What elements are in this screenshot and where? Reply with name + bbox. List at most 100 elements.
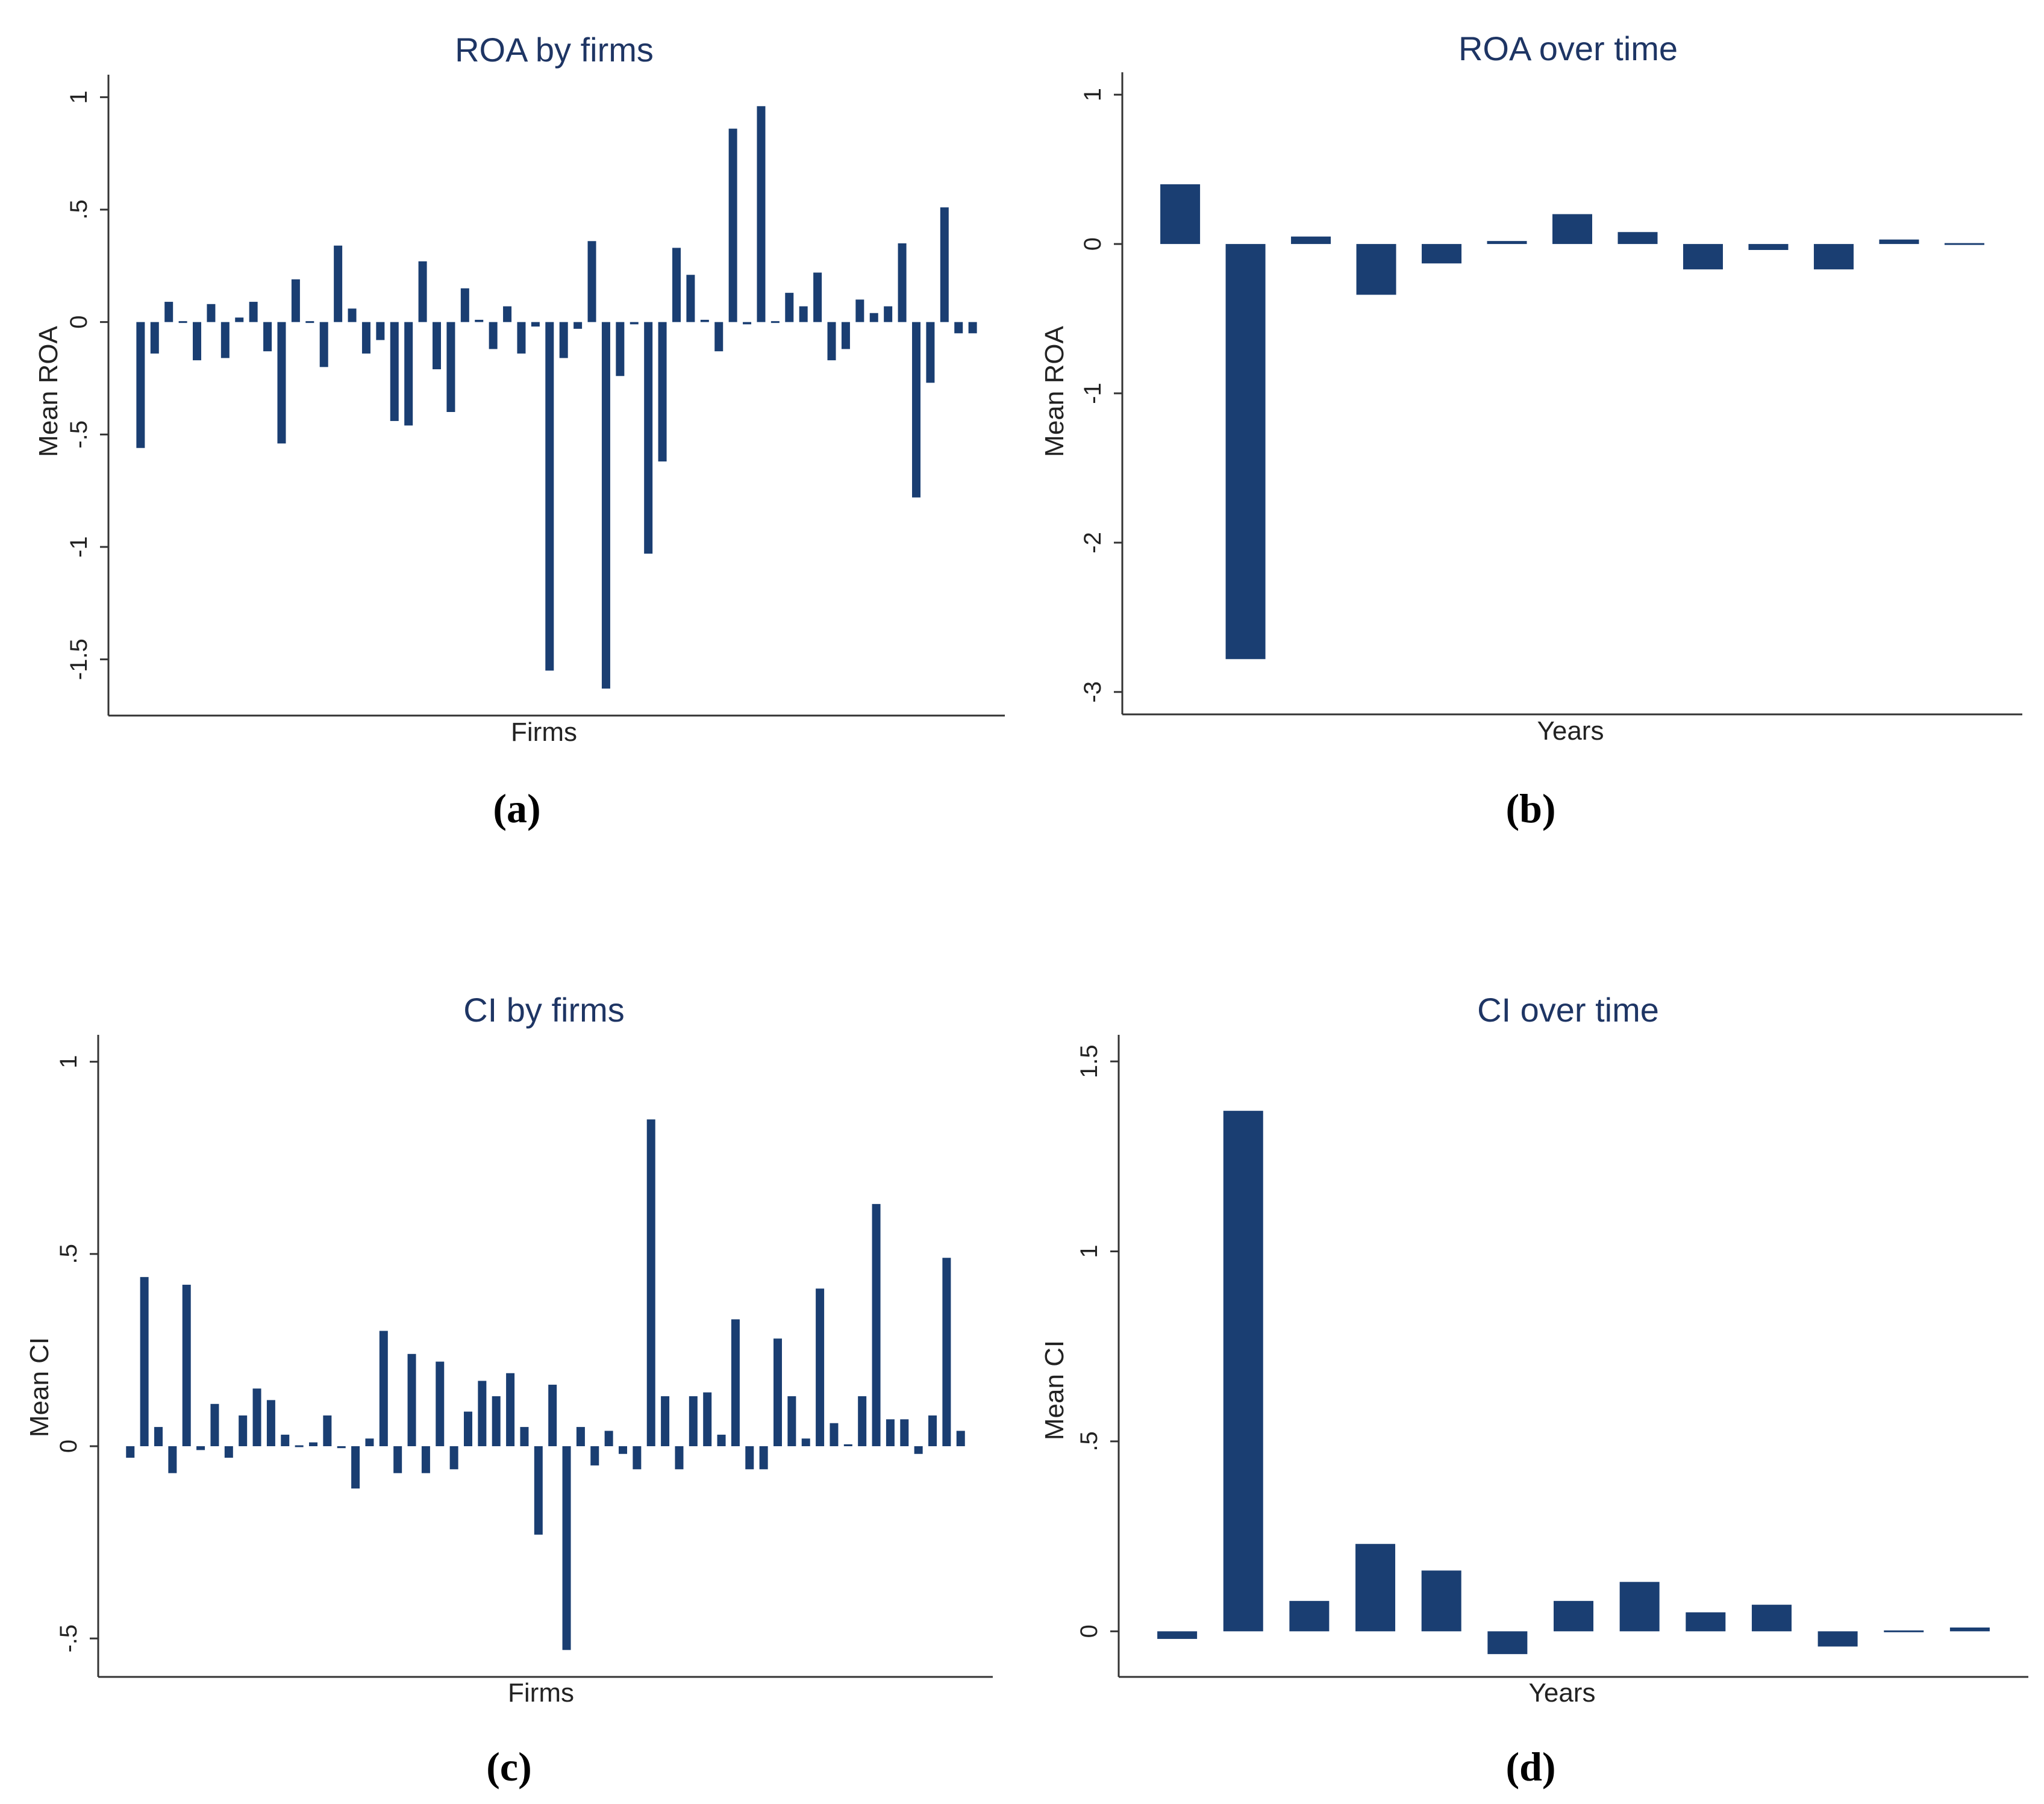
bar: [150, 322, 159, 354]
panel-a: ROA by firms Mean ROA Firms (a) 1 .5 0 -.5 -…: [0, 0, 1022, 902]
y-axis-label: Mean CI: [25, 1337, 54, 1437]
y-axis-label: Mean ROA: [1040, 326, 1069, 457]
bar: [898, 243, 907, 322]
y-axis-label: Mean CI: [1040, 1340, 1069, 1440]
bar: [841, 322, 850, 349]
bar: [193, 322, 202, 361]
bar: [1356, 244, 1396, 295]
bar: [531, 322, 540, 327]
bar: [646, 1119, 655, 1447]
bar: [503, 306, 512, 322]
x-axis-label: Years: [1529, 1678, 1596, 1708]
bar: [295, 1445, 304, 1447]
bar: [463, 1411, 472, 1447]
bar: [661, 1396, 670, 1447]
bar: [140, 1277, 149, 1447]
bar: [574, 322, 583, 329]
bar: [334, 245, 343, 322]
bar: [1291, 236, 1331, 245]
bar: [348, 308, 357, 322]
bar: [757, 106, 766, 322]
bar: [252, 1388, 261, 1447]
bar: [1879, 239, 1919, 245]
panel-label: (c): [486, 1744, 531, 1790]
y-tick-label: 0: [1080, 237, 1106, 251]
bar: [858, 1396, 867, 1447]
bar: [968, 322, 977, 334]
bar: [1813, 244, 1854, 270]
bar: [182, 1284, 191, 1447]
bar: [207, 304, 216, 322]
bar: [714, 322, 724, 352]
bar: [376, 322, 385, 340]
bar: [562, 1446, 571, 1650]
y-tick-label: 1: [1076, 1244, 1102, 1258]
bar: [785, 293, 794, 322]
y-tick-label: -1.5: [66, 638, 92, 680]
bar: [433, 322, 442, 370]
bar: [489, 322, 498, 349]
bar: [926, 322, 935, 383]
bar: [956, 1431, 965, 1447]
bar: [1748, 244, 1789, 251]
bar: [658, 322, 667, 462]
chart-roa-by-firms: ROA by firms Mean ROA Firms (a) 1 .5 0 -.5 -…: [34, 31, 1005, 831]
bar: [1686, 1612, 1726, 1632]
bar: [436, 1361, 445, 1447]
bar: [759, 1446, 768, 1470]
bar: [928, 1415, 937, 1447]
bar: [154, 1427, 163, 1447]
bar: [520, 1427, 529, 1447]
bar: [506, 1373, 515, 1447]
chart-roa-over-time: ROA over time Mean ROA Years (b) 1 0 -1 -2 -…: [1040, 30, 2022, 831]
bar: [136, 322, 145, 448]
bar: [855, 299, 864, 322]
bar: [323, 1415, 332, 1447]
bar: [460, 288, 469, 322]
bar: [446, 322, 455, 412]
bar: [421, 1446, 430, 1473]
x-axis-label: Firms: [511, 717, 577, 747]
bar: [379, 1331, 388, 1447]
bar: [178, 321, 187, 323]
bar: [492, 1396, 501, 1447]
bar: [728, 128, 737, 322]
y-tick-label: -1: [1080, 382, 1106, 404]
y-tick-label: -3: [1080, 681, 1106, 703]
bar: [266, 1400, 275, 1447]
bar: [220, 322, 230, 358]
y-tick-label: .5: [55, 1244, 82, 1264]
bar: [418, 261, 427, 322]
bar: [770, 321, 780, 323]
bar: [126, 1446, 135, 1458]
y-tick-label: 0: [1076, 1625, 1102, 1638]
panel-c: CI by firms Mean CI Firms (c) 1 .5 0 -.5: [0, 902, 1022, 1804]
bar: [390, 322, 399, 421]
bar: [308, 1442, 317, 1447]
bar: [235, 317, 244, 322]
x-axis-label: Firms: [508, 1678, 574, 1708]
bar: [787, 1396, 796, 1447]
bar: [478, 1381, 487, 1447]
chart-ci-by-firms: CI by firms Mean CI Firms (c) 1 .5 0 -.5: [25, 991, 993, 1790]
bar: [604, 1431, 613, 1447]
bar: [449, 1446, 458, 1470]
bar: [559, 322, 568, 358]
bar: [1817, 1631, 1858, 1647]
bar: [365, 1438, 374, 1447]
bar: [239, 1415, 248, 1447]
bar: [1552, 214, 1592, 245]
bar: [830, 1423, 839, 1447]
bar: [249, 302, 258, 322]
bar: [319, 322, 328, 367]
bar: [774, 1338, 783, 1447]
bar: [1355, 1544, 1396, 1632]
bar: [616, 322, 625, 376]
bar: [745, 1446, 754, 1470]
bar: [1487, 241, 1527, 245]
chart-title: CI by firms: [463, 991, 625, 1029]
chart-ci-over-time: CI over time Mean CI Years (d) 1.51.50: [1040, 991, 2028, 1790]
y-tick-label: 0: [55, 1440, 82, 1453]
bar: [954, 322, 963, 334]
bar: [1884, 1630, 1924, 1632]
